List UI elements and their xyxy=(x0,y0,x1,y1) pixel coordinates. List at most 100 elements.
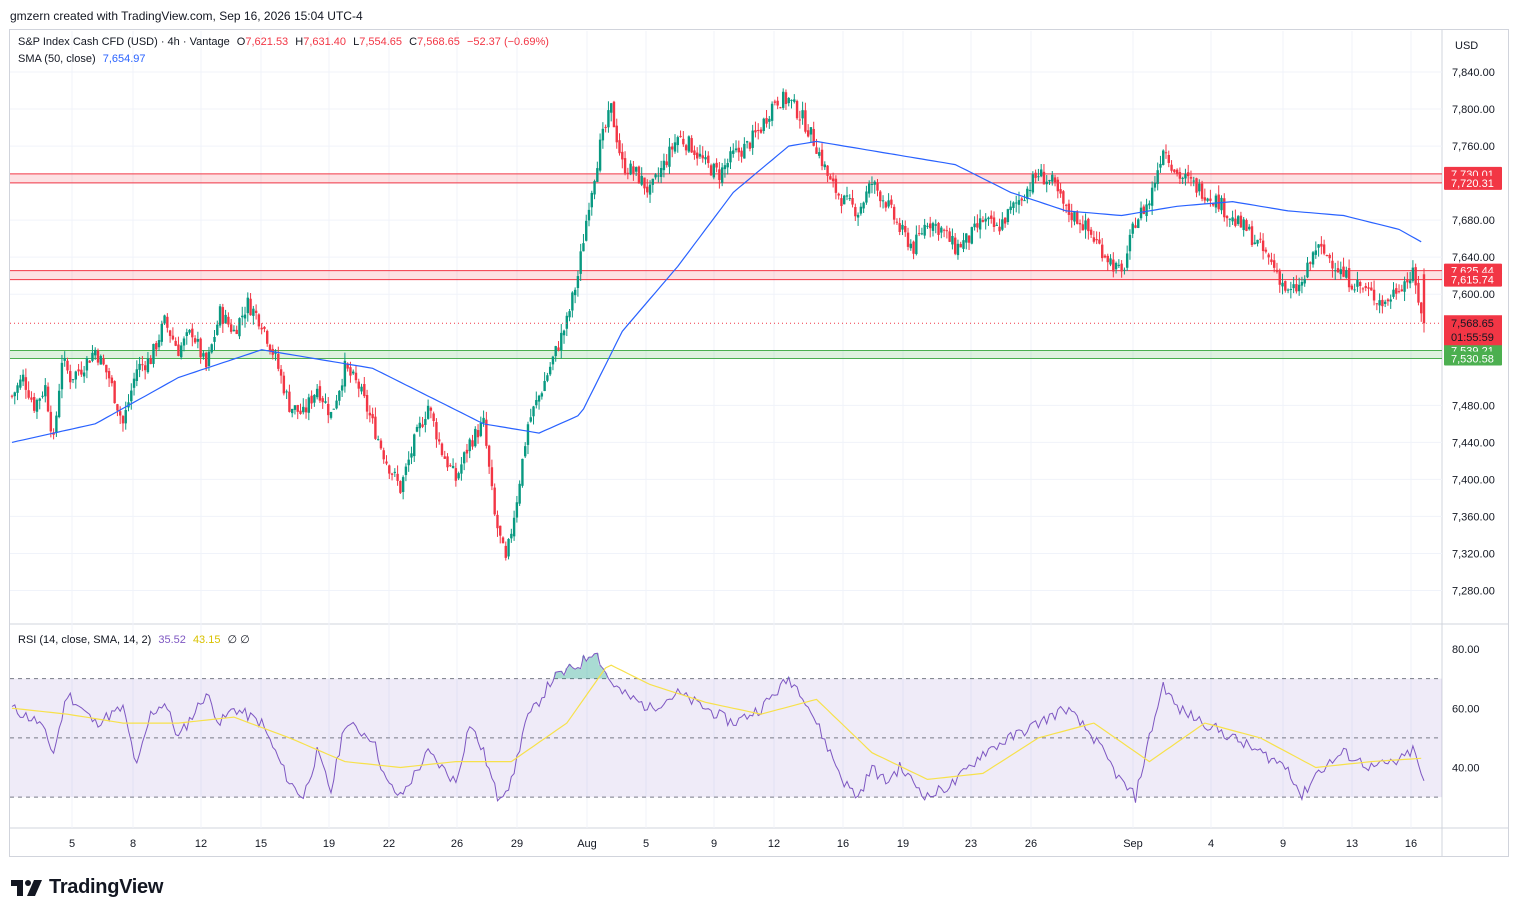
candle-body xyxy=(1259,238,1262,240)
zone-bottom-tag-bg xyxy=(1444,272,1502,287)
candle-body xyxy=(1203,197,1207,201)
candle-body xyxy=(365,395,369,412)
candle-body xyxy=(967,235,971,243)
candle-body xyxy=(88,360,91,363)
price-tick-label: 7,280.00 xyxy=(1452,586,1495,598)
candle-body xyxy=(496,514,499,529)
candle-body xyxy=(149,358,152,365)
close-value: C7,568.65 xyxy=(409,36,460,48)
candle-body xyxy=(1256,239,1259,244)
candle-body xyxy=(177,344,180,356)
candle-body xyxy=(243,314,247,319)
candle-body xyxy=(349,367,352,376)
symbol-label: S&P Index Cash CFD (USD) · 4h · Vantage xyxy=(18,36,230,48)
candle-body xyxy=(1220,197,1223,211)
candle-body xyxy=(684,145,688,151)
candle-body xyxy=(324,401,327,403)
time-tick-label: 26 xyxy=(451,838,463,850)
candle-body xyxy=(476,430,480,438)
candle-body xyxy=(368,412,372,416)
time-tick-label: Sep xyxy=(1123,838,1143,850)
candle-body xyxy=(124,410,127,424)
candle-body xyxy=(449,465,452,467)
candle-body xyxy=(1317,244,1320,248)
time-tick-label: 15 xyxy=(255,838,267,850)
candle-body xyxy=(1395,288,1398,294)
zone-bottom-tag: 7,720.31 xyxy=(1451,178,1494,190)
candle-body xyxy=(1231,217,1234,222)
candle-body xyxy=(565,315,569,329)
candle-body xyxy=(440,443,444,456)
candle-body xyxy=(804,110,807,132)
candle-body xyxy=(57,390,61,418)
candle-body xyxy=(210,344,213,353)
candle-body xyxy=(1189,177,1193,179)
candle-body xyxy=(632,166,635,174)
candle-body xyxy=(693,150,696,155)
candle-body xyxy=(41,395,44,397)
candle-body xyxy=(121,416,125,424)
candle-body xyxy=(1145,204,1148,217)
candle-body xyxy=(1250,226,1254,246)
candle-body xyxy=(1284,281,1287,291)
candle-body xyxy=(698,153,702,157)
rsi-tick-label: 60.00 xyxy=(1452,703,1480,715)
candle-body xyxy=(1023,200,1026,202)
candle-body xyxy=(1420,302,1423,314)
candle-body xyxy=(546,375,549,381)
candle-body xyxy=(199,338,202,358)
candle-body xyxy=(535,400,538,406)
candle-body xyxy=(421,424,424,427)
candle-body xyxy=(207,351,211,366)
candle-body xyxy=(13,392,16,397)
candle-body xyxy=(687,136,691,152)
rsi-overbought-fill xyxy=(554,653,791,679)
open-value: O7,621.53 xyxy=(237,36,288,48)
time-tick-label: 8 xyxy=(130,838,136,850)
candle-body xyxy=(712,163,716,178)
candle-body xyxy=(1062,191,1065,204)
candle-body xyxy=(482,417,485,423)
candle-body xyxy=(884,202,888,208)
candle-body xyxy=(332,408,335,410)
candle-body xyxy=(662,160,666,171)
candle-body xyxy=(671,146,674,150)
candle-body xyxy=(809,127,813,135)
candle-body xyxy=(410,453,413,458)
price-tick-label: 7,800.00 xyxy=(1452,104,1495,116)
candle-body xyxy=(1070,212,1073,221)
candle-body xyxy=(426,405,430,419)
candle-body xyxy=(795,101,799,119)
candle-body xyxy=(551,356,555,365)
candle-body xyxy=(1053,177,1057,183)
candle-body xyxy=(388,465,391,474)
candle-body xyxy=(867,183,871,194)
candle-body xyxy=(1117,264,1121,266)
candle-body xyxy=(63,358,66,361)
candle-body xyxy=(1281,282,1284,287)
candle-body xyxy=(1059,189,1062,194)
candle-body xyxy=(1367,287,1370,289)
rsi-legend: RSI (14, close, SMA, 14, 2) 35.52 43.15 … xyxy=(18,633,254,646)
candle-body xyxy=(1336,268,1340,273)
candle-body xyxy=(335,400,338,409)
candle-body xyxy=(651,178,655,185)
candle-body xyxy=(543,381,546,392)
candle-body xyxy=(404,466,408,476)
candle-body xyxy=(91,352,94,361)
candle-body xyxy=(71,379,75,381)
candle-body xyxy=(881,200,885,202)
candle-body xyxy=(24,377,28,390)
candle-body xyxy=(515,502,519,518)
candle-body xyxy=(113,381,116,404)
candle-body xyxy=(1048,180,1051,182)
candle-body xyxy=(579,251,582,274)
candle-body xyxy=(382,450,385,460)
candle-body xyxy=(917,233,921,235)
candle-body xyxy=(604,126,607,128)
candle-body xyxy=(976,223,979,228)
candle-body xyxy=(926,225,929,227)
candle-body xyxy=(962,240,965,249)
candle-body xyxy=(268,344,272,351)
high-number: 7,631.40 xyxy=(303,36,347,48)
